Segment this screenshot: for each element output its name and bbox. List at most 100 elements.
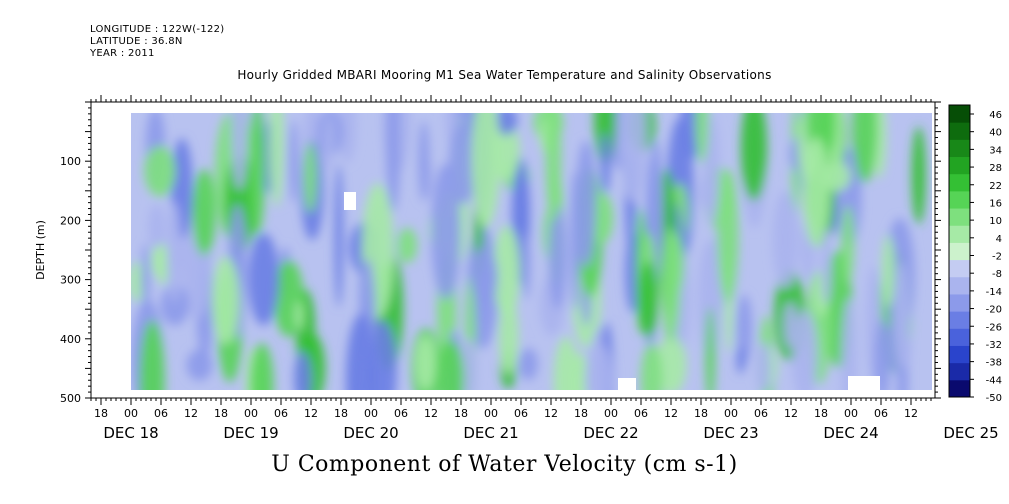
heatmap-blob [192,169,216,256]
colorbar: 46 40 34 28 22 16 10 4 -2 -8 -14 -20 -26 -32 -38 -44 -50 [948,104,1002,404]
heatmap-blob [471,246,498,307]
y-axis-title: DEPTH (m) [34,220,47,280]
x-hour-tick-label: 00 [844,407,858,420]
missing-data-patch [344,192,356,210]
colorbar-label: -20 [986,305,1002,316]
colorbar-swatch [949,173,970,192]
heatmap-blob [397,227,418,264]
heatmap-blob [302,298,313,330]
x-hour-tick-label: 00 [604,407,618,420]
colorbar-swatch [949,190,970,209]
heatmap-blob [705,306,715,390]
heatmap-blob [841,298,857,390]
heatmap-field [131,113,932,390]
heatmap-blob [461,338,477,390]
heatmap-blob [186,349,213,381]
x-day-label: DEC 19 [223,424,278,442]
heatmap-blob [518,348,538,381]
heatmap-blob [619,113,647,203]
longitude-label: LONGITUDE : 122W(-122) [90,24,225,35]
missing-data-patch [848,376,880,392]
heatmap-blob [755,342,772,390]
heatmap-blob [431,163,461,300]
colorbar-label: 4 [996,234,1002,245]
x-hour-tick-label: 06 [874,407,888,420]
heatmap-blob [415,335,436,390]
y-tick-label: 200 [60,214,81,227]
heatmap-blob [821,227,832,305]
heatmap-blob [334,164,344,308]
colorbar-label: -2 [992,252,1002,263]
heatmap-blob [288,119,298,203]
heatmap-blob [894,262,910,371]
colorbar-label: -44 [986,375,1002,386]
heatmap-blob [852,113,878,183]
colorbar-frame [948,104,971,398]
heatmap-blob [638,261,658,339]
x-hour-tick-label: 00 [244,407,258,420]
heatmap-blob [139,319,165,390]
heatmap-blob [141,243,150,315]
heatmap-blob [660,227,681,343]
x-hour-tick-label: 06 [634,407,648,420]
x-hour-tick-label: 18 [574,407,588,420]
latitude-label: LATITUDE : 36.8N [90,36,183,47]
x-hour-tick-label: 06 [394,407,408,420]
y-tick-label: 400 [60,333,81,346]
colorbar-swatch [949,156,970,175]
heatmap-blob [144,145,176,197]
missing-data-patches [344,192,880,392]
x-hour-tick-label: 06 [514,407,528,420]
heatmap-blob [600,133,611,195]
x-hour-tick-label: 18 [94,407,108,420]
heatmap-blob [717,169,739,303]
x-hour-tick-label: 12 [664,407,678,420]
x-day-label: DEC 21 [463,424,518,442]
x-hour-tick-label: 12 [304,407,318,420]
colorbar-label: -8 [992,269,1002,280]
x-hour-tick-label: 00 [364,407,378,420]
heatmap-blob [545,113,562,221]
colorbar-swatch [949,139,970,158]
heatmap-blob [338,113,357,163]
heatmap-blob [498,297,519,375]
colorbar-swatch [949,208,970,226]
heatmap-blob [513,168,528,233]
y-tick-label: 500 [60,392,81,405]
heatmap-blob [303,142,318,214]
x-hour-tick-label: 00 [124,407,138,420]
heatmap-blob [571,352,590,390]
heatmap-blob [418,121,430,202]
x-day-label: DEC 22 [583,424,638,442]
heatmap-blob [548,204,567,310]
x-hour-tick-label: 06 [274,407,288,420]
heatmap-blob [295,300,304,331]
heatmap-blob [211,256,240,345]
heatmap-blob [493,225,521,318]
x-hour-tick-label: 12 [184,407,198,420]
heatmap-blob [385,113,401,212]
chart-variable-label: U Component of Water Velocity (cm s-1) [271,452,738,477]
colorbar-label: 34 [989,145,1002,156]
heatmap-blob [698,240,722,358]
colorbar-label: -38 [986,358,1002,369]
heatmap-blob [521,233,531,300]
y-tick-label: 300 [60,274,81,287]
colorbar-swatch [949,379,970,398]
heatmap-blob [736,345,745,375]
heatmap-blob [494,113,518,136]
colorbar-label: -26 [986,322,1002,333]
heatmap-blob [148,203,166,253]
colorbar-label: -50 [986,393,1002,404]
heatmap-blob [772,190,799,289]
heatmap-blob [841,205,855,284]
x-hour-tick-label: 00 [484,407,498,420]
heatmap-blob [911,126,926,225]
colorbar-label: 10 [989,216,1002,227]
x-day-label: DEC 18 [103,424,158,442]
x-hour-tick-label: 12 [424,407,438,420]
chart-title: Hourly Gridded MBARI Mooring M1 Sea Wate… [237,68,772,82]
colorbar-label: 46 [989,110,1002,121]
x-hour-tick-label: 00 [724,407,738,420]
